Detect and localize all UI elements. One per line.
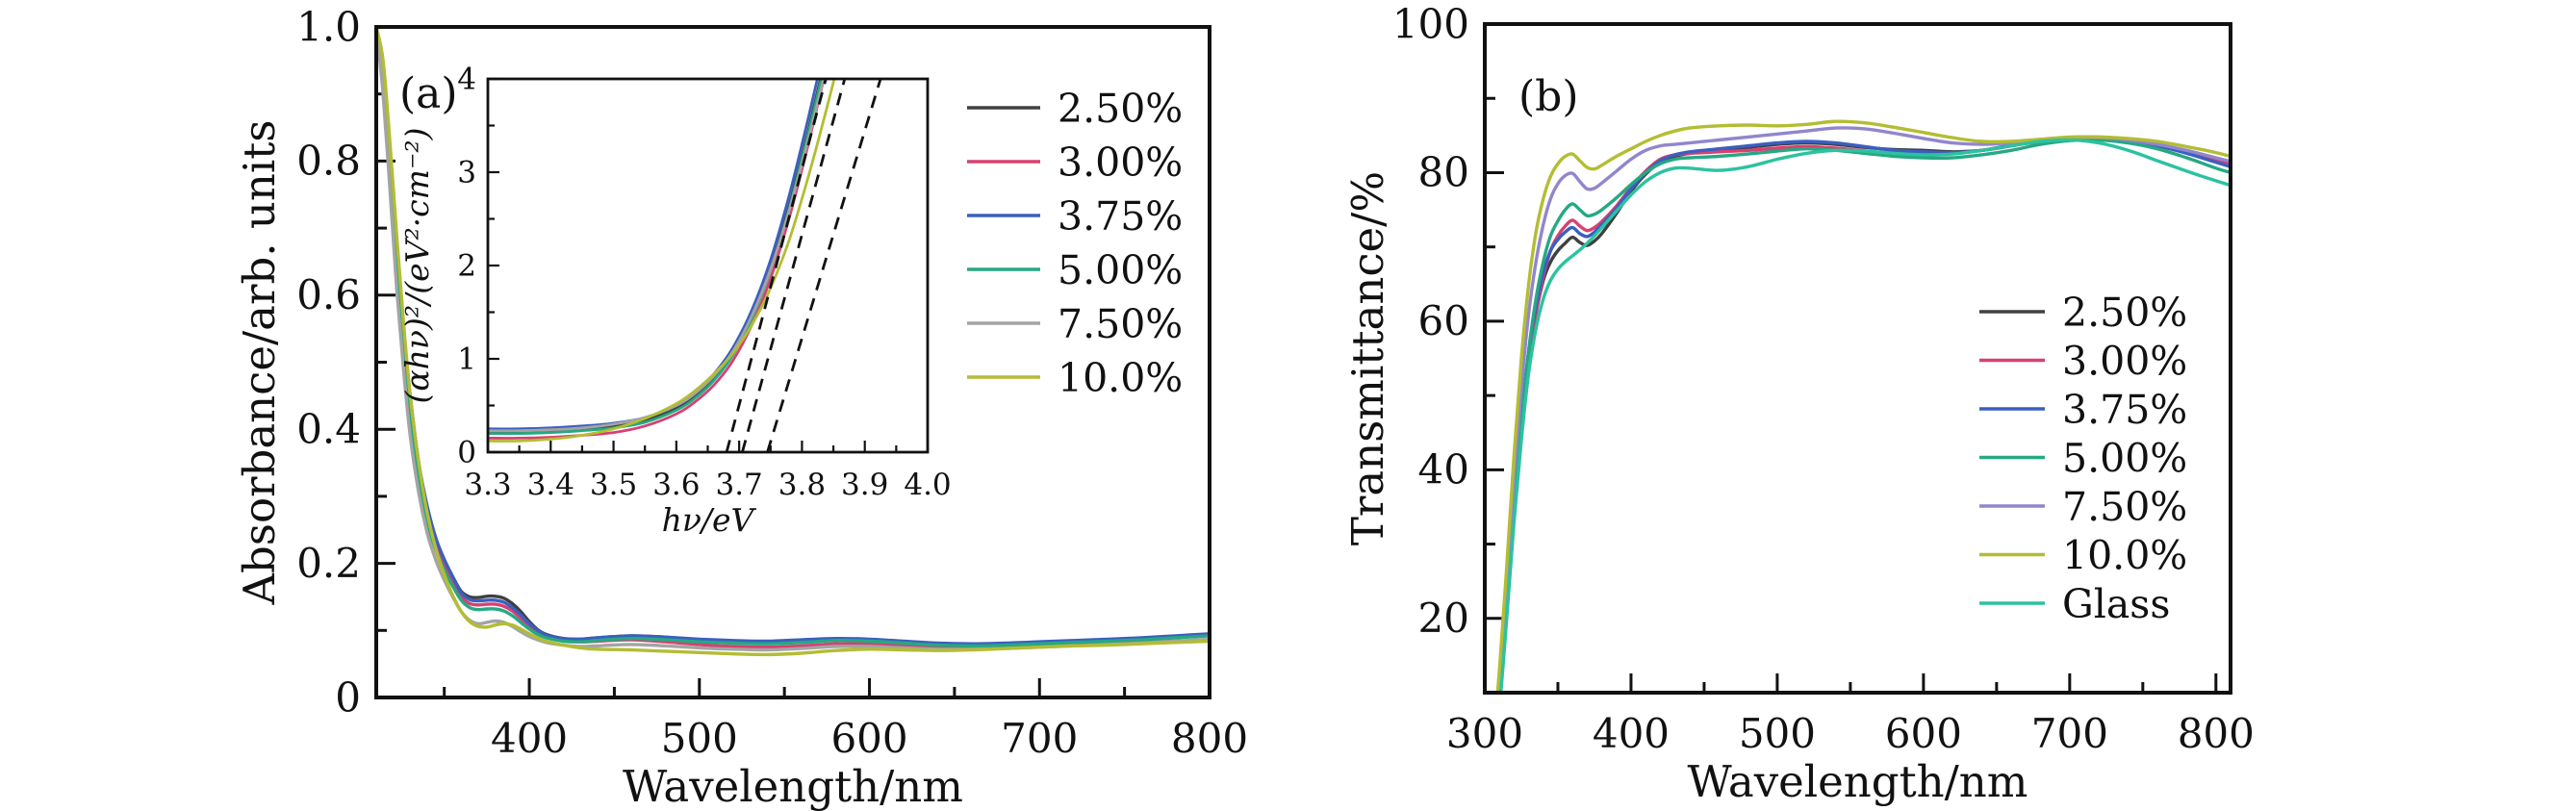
legend-label-3.00%: 3.00% [2062,338,2187,384]
x-tick-label: 800 [1171,715,1248,762]
tauc-extrapolation-line [741,79,847,452]
series-curve-10.0% [488,79,836,443]
y-axis-label: Absorbance/arb. units [234,120,285,606]
x-tick-label: 500 [1739,710,1816,757]
tauc-extrapolation-line [766,79,882,452]
y-tick-label: 60 [1418,297,1469,344]
x-tick-label: 3.8 [778,468,826,502]
x-tick-label: 3.7 [715,468,762,502]
y-tick-label: 1.0 [296,3,361,50]
plot-frame [486,77,930,454]
curves [376,27,1210,657]
series-curve-10.0% [1495,119,2231,693]
x-axis-label: hν/eV [662,501,757,539]
x-tick-label: 3.9 [841,468,888,502]
y-tick-label: 100 [1392,0,1469,47]
legend-label-Glass: Glass [2062,581,2170,627]
panel-tag: (b) [1518,72,1579,121]
x-tick-label: 500 [661,715,738,762]
y-tick-label: 0.2 [296,540,361,587]
x-tick-label: 600 [830,715,907,762]
legend-label-2.50%: 2.50% [2062,290,2187,336]
x-tick-label: 700 [1001,715,1078,762]
inset-backing [484,75,931,456]
y-tick-label: 2 [457,249,476,284]
x-tick-label: 400 [1593,710,1670,757]
x-tick-label: 4.0 [904,468,951,502]
panel-a-inset-chart: 3.3 3.4 3.5 3.6 3.7 3.8 3.9 4.0 0 1 2 3 4 hν/eV (αhν)²… [398,63,952,539]
plot-frame [1483,22,2232,695]
y-tick-label: 1 [457,342,476,377]
series-curve-5.00% [376,27,1210,647]
panel-tag: (a) [399,69,458,118]
y-tick-label: 0.8 [296,138,361,185]
y-tick-label: 4 [457,63,476,97]
panel-b-chart: 300 400 500 600 700 800 20 40 60 80 100 Wavelength/… [1342,0,2255,807]
legend-label-5.00%: 5.00% [2062,435,2187,481]
legend-label-7.50%: 7.50% [1058,301,1183,347]
legend-label-2.50%: 2.50% [1058,86,1183,132]
y-tick-label: 0 [457,436,476,470]
legend-label-7.50%: 7.50% [2062,484,2187,530]
plot-frame [374,25,1211,699]
x-axis-label: Wavelength/nm [1688,756,2028,807]
x-tick-label: 3.3 [464,468,511,502]
y-axis-label: (αhν)²/(eV²·cm⁻²) [398,128,436,404]
legend-label-5.00%: 5.00% [1058,247,1183,293]
legend: 2.50%3.00%3.75%5.00%7.50%10.0%Glass [1979,290,2187,627]
y-tick-label: 20 [1418,595,1469,642]
tick-labels: 300 400 500 600 700 800 20 40 60 80 100 [1392,0,2255,757]
series-curve-10.0% [376,27,1210,657]
series-curve-Glass [1498,138,2231,693]
y-axis-label: Transmittance/% [1342,171,1393,545]
tick-labels: 3.3 3.4 3.5 3.6 3.7 3.8 3.9 4.0 0 1 2 3 4 [457,63,951,502]
curves [488,79,836,443]
panel-a-chart: 400 500 600 700 800 0 0.2 0.4 0.6 0.8 1.0 Wavelengt… [234,3,1248,811]
x-tick-label: 800 [2178,710,2255,757]
legend-label-3.75%: 3.75% [1058,193,1183,240]
tick-labels: 400 500 600 700 800 0 0.2 0.4 0.6 0.8 1.0 [296,3,1248,762]
legend-label-3.00%: 3.00% [1058,139,1183,186]
y-tick-label: 0.6 [296,271,361,318]
series-curve-5.00% [488,79,824,436]
legend-label-10.0%: 10.0% [1058,355,1183,401]
x-tick-label: 3.5 [590,468,637,502]
x-tick-label: 600 [1885,710,1962,757]
x-tick-label: 700 [2031,710,2108,757]
x-tick-label: 400 [491,715,568,762]
legend-label-10.0%: 10.0% [2062,532,2187,578]
tauc-extrapolation-line [725,79,828,452]
x-axis-label: Wavelength/nm [623,761,963,811]
curves [1495,119,2231,693]
x-tick-label: 300 [1446,710,1523,757]
x-tick-label: 3.6 [652,468,700,502]
y-tick-label: 40 [1418,446,1469,494]
y-tick-label: 0 [335,673,361,721]
legend: 2.50% 3.00% 3.75% 5.00% 7.50% 10.0% [967,86,1183,401]
x-tick-label: 3.4 [527,468,574,502]
y-tick-label: 0.4 [296,405,361,452]
legend-label-3.75%: 3.75% [2062,387,2187,433]
y-tick-label: 80 [1418,149,1469,196]
series-curve-5.00% [1497,138,2231,693]
y-tick-label: 3 [457,156,476,190]
